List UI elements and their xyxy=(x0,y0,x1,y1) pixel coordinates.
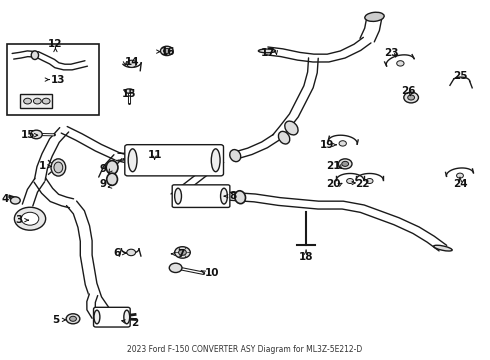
Ellipse shape xyxy=(365,12,384,21)
Polygon shape xyxy=(171,158,224,198)
Text: 23: 23 xyxy=(384,48,399,58)
Circle shape xyxy=(338,159,352,169)
Ellipse shape xyxy=(107,173,118,185)
Text: 16: 16 xyxy=(161,46,175,57)
Ellipse shape xyxy=(230,149,241,162)
Bar xyxy=(6,44,99,116)
Text: 5: 5 xyxy=(52,315,59,325)
Text: 7: 7 xyxy=(177,249,184,259)
Polygon shape xyxy=(12,51,87,70)
Text: 21: 21 xyxy=(326,161,340,171)
Text: 4: 4 xyxy=(2,194,9,204)
Circle shape xyxy=(366,179,373,184)
Circle shape xyxy=(174,247,190,258)
Bar xyxy=(20,94,52,108)
Circle shape xyxy=(457,173,464,178)
Polygon shape xyxy=(118,153,132,162)
Polygon shape xyxy=(67,201,109,311)
Ellipse shape xyxy=(258,49,275,53)
Polygon shape xyxy=(61,126,121,160)
Polygon shape xyxy=(266,37,371,62)
Circle shape xyxy=(346,179,353,184)
FancyBboxPatch shape xyxy=(94,307,130,327)
Ellipse shape xyxy=(54,162,63,173)
Polygon shape xyxy=(116,153,153,168)
Ellipse shape xyxy=(125,89,134,93)
Circle shape xyxy=(404,92,418,103)
Circle shape xyxy=(21,212,39,225)
Ellipse shape xyxy=(128,149,137,172)
Ellipse shape xyxy=(285,121,298,135)
Circle shape xyxy=(14,207,46,230)
Ellipse shape xyxy=(106,161,118,174)
Text: 25: 25 xyxy=(453,71,467,81)
Polygon shape xyxy=(360,16,382,42)
Text: 18: 18 xyxy=(299,252,313,262)
Text: 20: 20 xyxy=(326,179,340,189)
Circle shape xyxy=(342,161,348,166)
Text: 3: 3 xyxy=(16,215,23,225)
Text: 6: 6 xyxy=(113,248,121,258)
Text: 17: 17 xyxy=(261,48,276,58)
Circle shape xyxy=(169,263,182,273)
Polygon shape xyxy=(272,58,318,139)
Polygon shape xyxy=(233,134,280,159)
Text: 15: 15 xyxy=(20,130,35,140)
Text: 14: 14 xyxy=(124,57,139,67)
Circle shape xyxy=(33,98,41,104)
Text: 9: 9 xyxy=(100,179,107,189)
Ellipse shape xyxy=(220,188,227,204)
Ellipse shape xyxy=(434,245,452,251)
Ellipse shape xyxy=(31,51,39,59)
Text: 2: 2 xyxy=(131,318,139,328)
Circle shape xyxy=(127,60,137,67)
Polygon shape xyxy=(87,294,100,318)
Ellipse shape xyxy=(211,149,220,172)
Circle shape xyxy=(178,249,186,255)
Ellipse shape xyxy=(94,310,100,324)
Circle shape xyxy=(10,197,20,204)
Polygon shape xyxy=(34,178,74,208)
Circle shape xyxy=(408,95,415,100)
Circle shape xyxy=(160,46,173,55)
Ellipse shape xyxy=(124,310,130,324)
Circle shape xyxy=(339,141,346,146)
Text: 11: 11 xyxy=(147,150,162,160)
Text: 13: 13 xyxy=(50,75,65,85)
Text: 24: 24 xyxy=(453,179,467,189)
Polygon shape xyxy=(23,178,45,206)
Text: 26: 26 xyxy=(401,86,416,96)
Text: 8: 8 xyxy=(230,191,237,201)
FancyBboxPatch shape xyxy=(172,185,230,207)
Circle shape xyxy=(66,314,80,324)
Circle shape xyxy=(30,130,42,139)
Text: 19: 19 xyxy=(320,140,334,150)
Polygon shape xyxy=(98,155,122,179)
Polygon shape xyxy=(34,127,69,181)
Circle shape xyxy=(24,98,31,104)
Text: 10: 10 xyxy=(204,268,219,278)
Text: 9: 9 xyxy=(100,164,107,174)
Ellipse shape xyxy=(235,191,245,204)
Ellipse shape xyxy=(278,131,290,144)
Circle shape xyxy=(127,249,136,256)
Text: 1: 1 xyxy=(39,161,46,171)
Text: 15: 15 xyxy=(122,89,136,99)
Circle shape xyxy=(70,316,76,321)
Text: 2023 Ford F-150 CONVERTER ASY Diagram for ML3Z-5E212-D: 2023 Ford F-150 CONVERTER ASY Diagram fo… xyxy=(127,345,363,354)
Polygon shape xyxy=(227,192,447,251)
Ellipse shape xyxy=(51,159,66,176)
Circle shape xyxy=(163,48,170,53)
Circle shape xyxy=(42,98,50,104)
Text: 22: 22 xyxy=(355,179,369,189)
Circle shape xyxy=(397,61,404,66)
Text: 12: 12 xyxy=(48,39,63,49)
Ellipse shape xyxy=(174,188,181,204)
FancyBboxPatch shape xyxy=(125,145,223,176)
